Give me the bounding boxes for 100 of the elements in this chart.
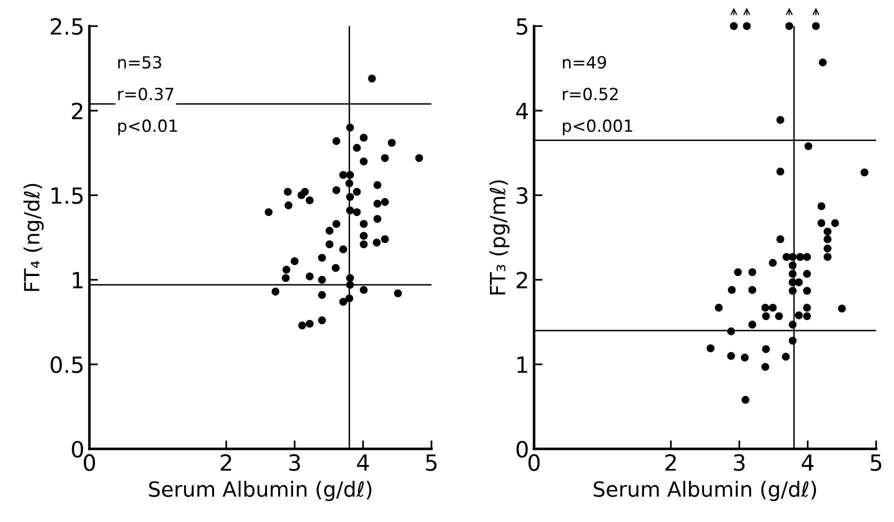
x-tick-label: 2 xyxy=(220,454,232,471)
point xyxy=(332,220,340,228)
point xyxy=(380,198,389,206)
point xyxy=(290,257,299,266)
point xyxy=(326,240,334,248)
point xyxy=(803,286,811,295)
point xyxy=(727,352,736,360)
point xyxy=(761,362,770,371)
point xyxy=(775,312,783,320)
point xyxy=(345,294,354,302)
point xyxy=(727,327,736,336)
point xyxy=(306,320,314,328)
point xyxy=(388,138,396,147)
point xyxy=(415,154,424,162)
x-tick-label: 0 xyxy=(84,454,95,471)
point xyxy=(734,268,742,276)
point xyxy=(824,235,832,244)
point xyxy=(796,253,804,261)
point xyxy=(803,312,811,320)
point xyxy=(768,304,777,312)
y-tick-label: 4 xyxy=(516,102,528,120)
point xyxy=(714,304,723,312)
x-tick-label: 0 xyxy=(528,454,540,471)
point xyxy=(776,168,784,176)
x-axis-title: Serum Albumin (g/dℓ) xyxy=(149,480,372,502)
point xyxy=(818,58,827,66)
point xyxy=(803,253,811,261)
x-tick-label: 4 xyxy=(802,454,814,471)
point xyxy=(339,298,348,306)
y-tick-label: 2 xyxy=(72,102,82,120)
x-tick-label: 4 xyxy=(357,454,369,471)
point xyxy=(284,188,292,196)
point xyxy=(360,232,368,240)
point xyxy=(860,168,868,176)
point xyxy=(282,266,290,274)
point xyxy=(306,196,314,204)
point xyxy=(748,286,756,294)
point xyxy=(346,274,354,282)
point xyxy=(788,320,797,329)
point xyxy=(332,137,340,146)
x-tick-label: 3 xyxy=(734,454,745,471)
point xyxy=(345,179,354,188)
point xyxy=(817,202,826,210)
point xyxy=(360,286,368,294)
point xyxy=(372,238,381,247)
point xyxy=(284,201,292,210)
y-tick-label: 1 xyxy=(72,272,82,288)
point xyxy=(768,258,777,267)
y-tick-label: 0.5 xyxy=(50,356,83,374)
point xyxy=(788,286,797,295)
point xyxy=(803,270,811,278)
point xyxy=(298,322,306,330)
point xyxy=(272,288,280,296)
point xyxy=(360,157,368,166)
point xyxy=(785,22,794,30)
x-tick-label: 3 xyxy=(289,454,300,471)
point xyxy=(794,311,803,320)
point xyxy=(838,304,846,312)
point xyxy=(300,188,309,196)
point xyxy=(368,74,376,82)
point xyxy=(824,228,832,236)
point xyxy=(776,235,784,244)
point xyxy=(782,352,790,361)
point xyxy=(380,154,389,162)
point xyxy=(318,276,326,284)
x-axis-title: Serum Albumin (g/dℓ) xyxy=(594,480,816,502)
x-tick-label: 5 xyxy=(870,454,882,471)
point xyxy=(318,254,326,262)
point xyxy=(360,240,368,248)
point xyxy=(824,244,832,252)
point xyxy=(804,142,812,150)
point xyxy=(728,286,736,294)
point xyxy=(817,219,826,228)
point xyxy=(264,208,273,216)
point xyxy=(332,186,340,194)
point xyxy=(352,188,361,196)
point xyxy=(831,219,840,228)
point xyxy=(788,253,797,261)
point xyxy=(812,22,820,30)
y-tick-label: 3 xyxy=(516,187,528,204)
y-axis-title: FT₃ (pg/mℓ) xyxy=(489,180,510,294)
point xyxy=(352,144,361,152)
point xyxy=(748,320,756,329)
point xyxy=(394,289,402,298)
point xyxy=(824,253,832,261)
y-tick-label: 0 xyxy=(72,440,84,458)
point xyxy=(742,396,750,404)
point xyxy=(318,316,326,324)
point xyxy=(380,235,389,244)
point xyxy=(373,200,382,208)
point xyxy=(788,261,797,270)
point xyxy=(742,22,751,30)
point xyxy=(339,245,348,254)
point xyxy=(346,124,354,132)
point xyxy=(326,226,334,235)
point xyxy=(794,278,803,286)
point xyxy=(346,206,354,214)
annotation: r=0.37 xyxy=(118,88,174,100)
y-tick-label: 1.5 xyxy=(52,187,83,204)
annotation: r=0.52 xyxy=(562,88,618,100)
